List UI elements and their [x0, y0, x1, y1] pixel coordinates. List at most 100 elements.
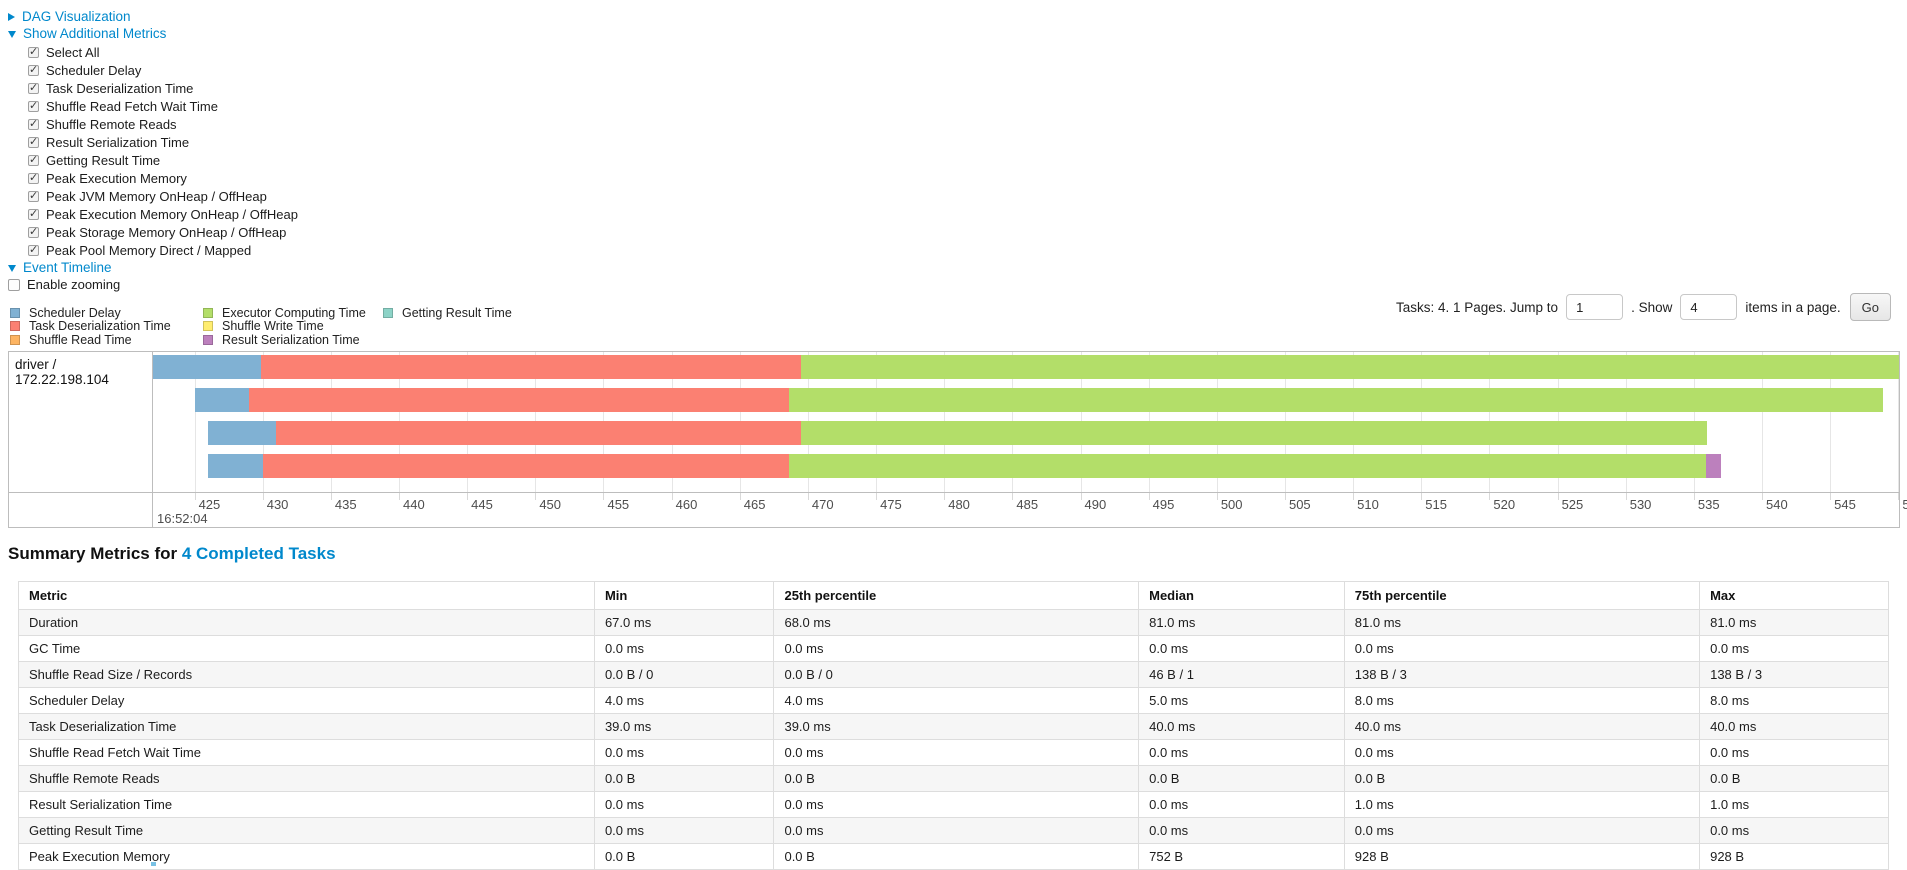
- metric-checkbox-label: Scheduler Delay: [46, 62, 142, 78]
- metric-value-cell: 0.0 ms: [773, 817, 1139, 844]
- metric-value-cell: 1.0 ms: [1343, 791, 1700, 818]
- table-row: Task Deserialization Time 39.0 ms 39.0 ms 4…: [18, 713, 1889, 740]
- timeline-bar-segment-executor_computing[interactable]: [788, 454, 1707, 479]
- metric-checkbox-label: Shuffle Remote Reads: [46, 116, 177, 132]
- x-tick-stub: [1557, 493, 1559, 500]
- metric-checkbox-item[interactable]: Peak Storage Memory OnHeap / OffHeap: [28, 223, 1907, 241]
- metric-value-cell: 5.0 ms: [1138, 687, 1345, 714]
- x-tick-stub: [1216, 493, 1218, 500]
- jump-to-page-input[interactable]: [1566, 294, 1624, 320]
- checkbox-checked-icon[interactable]: [28, 81, 39, 94]
- x-tick-label: 470: [811, 497, 834, 512]
- completed-tasks-link[interactable]: 4 Completed Tasks: [181, 544, 336, 563]
- timeline-bar-segment-task_deserialization[interactable]: [249, 387, 789, 412]
- x-tick-stub: [330, 493, 332, 500]
- timeline-bar-segment-scheduler_delay[interactable]: [194, 387, 250, 412]
- timeline-bar-segment-scheduler_delay[interactable]: [153, 354, 262, 379]
- checkbox-checked-icon[interactable]: [28, 171, 39, 184]
- table-header-metric: Metric: [18, 581, 595, 610]
- timeline-bar-segment-executor_computing[interactable]: [788, 387, 1884, 412]
- x-tick-stub: [739, 493, 741, 500]
- metric-checkbox-item[interactable]: Select All: [28, 43, 1907, 61]
- timeline-bar-segment-scheduler_delay[interactable]: [208, 421, 277, 446]
- metric-checkbox-label: Peak Execution Memory: [46, 170, 187, 186]
- checkbox-checked-icon[interactable]: [28, 153, 39, 166]
- metric-value-cell: 39.0 ms: [773, 713, 1139, 740]
- checkbox-checked-icon[interactable]: [28, 99, 39, 112]
- metric-checkbox-item[interactable]: Result Serialization Time: [28, 133, 1907, 151]
- timeline-bar-segment-executor_computing[interactable]: [801, 421, 1708, 446]
- show-additional-metrics-toggle[interactable]: Show Additional Metrics: [8, 25, 1907, 42]
- checkbox-checked-icon[interactable]: [28, 207, 39, 220]
- x-tick-label: 525: [1561, 497, 1584, 512]
- items-per-page-input[interactable]: [1680, 294, 1738, 320]
- timeline-bar-segment-scheduler_delay[interactable]: [208, 454, 263, 479]
- metric-value-cell: 0.0 ms: [1138, 791, 1345, 818]
- x-tick-stub: [603, 493, 605, 500]
- x-tick-label: 510: [1357, 497, 1379, 512]
- dag-visualization-toggle[interactable]: DAG Visualization: [8, 8, 1907, 25]
- enable-zooming-control[interactable]: Enable zooming: [8, 276, 1907, 293]
- collapsed-arrow-icon: [8, 12, 15, 21]
- timeline-bar-segment-result_serialization[interactable]: [1706, 454, 1722, 479]
- metric-name-cell: Shuffle Read Size / Records: [18, 661, 595, 688]
- metric-value-cell: 0.0 ms: [773, 635, 1139, 662]
- metric-name-cell: Duration: [18, 609, 595, 636]
- metric-checkbox-item[interactable]: Peak JVM Memory OnHeap / OffHeap: [28, 187, 1907, 205]
- checkbox-checked-icon[interactable]: [28, 189, 39, 202]
- checkbox-checked-icon[interactable]: [28, 117, 39, 130]
- x-tick-stub: [1625, 493, 1627, 500]
- metric-name-cell: Shuffle Remote Reads: [18, 765, 595, 792]
- timeline-bar-segment-task_deserialization[interactable]: [261, 354, 802, 379]
- checkbox-checked-icon[interactable]: [28, 45, 39, 58]
- items-in-page-text: items in a page.: [1745, 299, 1841, 315]
- show-label: . Show: [1631, 299, 1673, 315]
- metric-value-cell: 0.0 ms: [1138, 817, 1345, 844]
- event-timeline-toggle[interactable]: Event Timeline: [8, 259, 1907, 276]
- x-tick-label: 540: [1766, 497, 1788, 512]
- go-button[interactable]: Go: [1849, 293, 1891, 321]
- timeline-bar-segment-task_deserialization[interactable]: [262, 454, 789, 479]
- timeline-bar-segment-executor_computing[interactable]: [801, 354, 1899, 379]
- checkbox-checked-icon[interactable]: [28, 225, 39, 238]
- metric-checkbox-item[interactable]: Peak Execution Memory: [28, 169, 1907, 187]
- axis-time-label: 16:52:04: [157, 511, 208, 526]
- legend-label: Shuffle Write Time: [222, 319, 324, 334]
- x-tick-label: 465: [743, 497, 766, 512]
- summary-title-prefix: Summary Metrics for: [8, 544, 182, 563]
- enable-zooming-checkbox[interactable]: [8, 278, 20, 291]
- metric-checkbox-item[interactable]: Scheduler Delay: [28, 61, 1907, 79]
- table-row: Shuffle Read Fetch Wait Time 0.0 ms 0.0 ms…: [18, 739, 1889, 766]
- metric-value-cell: 81.0 ms: [1138, 609, 1345, 636]
- x-tick-label: 500: [1220, 497, 1243, 512]
- x-tick-stub: [535, 493, 537, 500]
- metric-value-cell: 0.0 B: [773, 843, 1139, 870]
- expanded-arrow-icon: [8, 31, 16, 38]
- metric-name-cell: Shuffle Read Fetch Wait Time: [18, 739, 595, 766]
- checkbox-checked-icon[interactable]: [28, 63, 39, 76]
- x-tick-label: 460: [675, 497, 698, 512]
- x-tick-label: 495: [1152, 497, 1175, 512]
- metric-checkbox-item[interactable]: Peak Pool Memory Direct / Mapped: [28, 241, 1907, 259]
- legend-color-swatch-scheduler_delay: [10, 307, 20, 318]
- checkbox-checked-icon[interactable]: [28, 243, 39, 256]
- table-header-min: Min: [593, 581, 774, 610]
- metric-checkbox-item[interactable]: Shuffle Remote Reads: [28, 115, 1907, 133]
- metric-checkbox-item[interactable]: Task Deserialization Time: [28, 79, 1907, 97]
- x-gridline: [1762, 352, 1764, 492]
- table-header-75th-percentile: 75th percentile: [1343, 581, 1700, 610]
- legend-item: Executor Computing Time: [203, 306, 383, 320]
- metric-checkbox-item[interactable]: Shuffle Read Fetch Wait Time: [28, 97, 1907, 115]
- checkbox-checked-icon[interactable]: [28, 135, 39, 148]
- metric-value-cell: 1.0 ms: [1699, 791, 1889, 818]
- legend-column: Getting Result Time: [383, 306, 512, 347]
- metric-checkbox-item[interactable]: Getting Result Time: [28, 151, 1907, 169]
- x-tick-label: 475: [880, 497, 902, 512]
- additional-metrics-checkbox-list: Select All Scheduler Delay Task Deserializ…: [28, 43, 1907, 259]
- metric-checkbox-item[interactable]: Peak Execution Memory OnHeap / OffHeap: [28, 205, 1907, 223]
- metric-value-cell: 928 B: [1343, 843, 1700, 870]
- timeline-bar-segment-task_deserialization[interactable]: [276, 421, 802, 446]
- summary-metrics-title: Summary Metrics for 4 Completed Tasks: [8, 544, 1907, 564]
- table-row: Getting Result Time 0.0 ms 0.0 ms 0.0 ms 0.0…: [18, 817, 1889, 844]
